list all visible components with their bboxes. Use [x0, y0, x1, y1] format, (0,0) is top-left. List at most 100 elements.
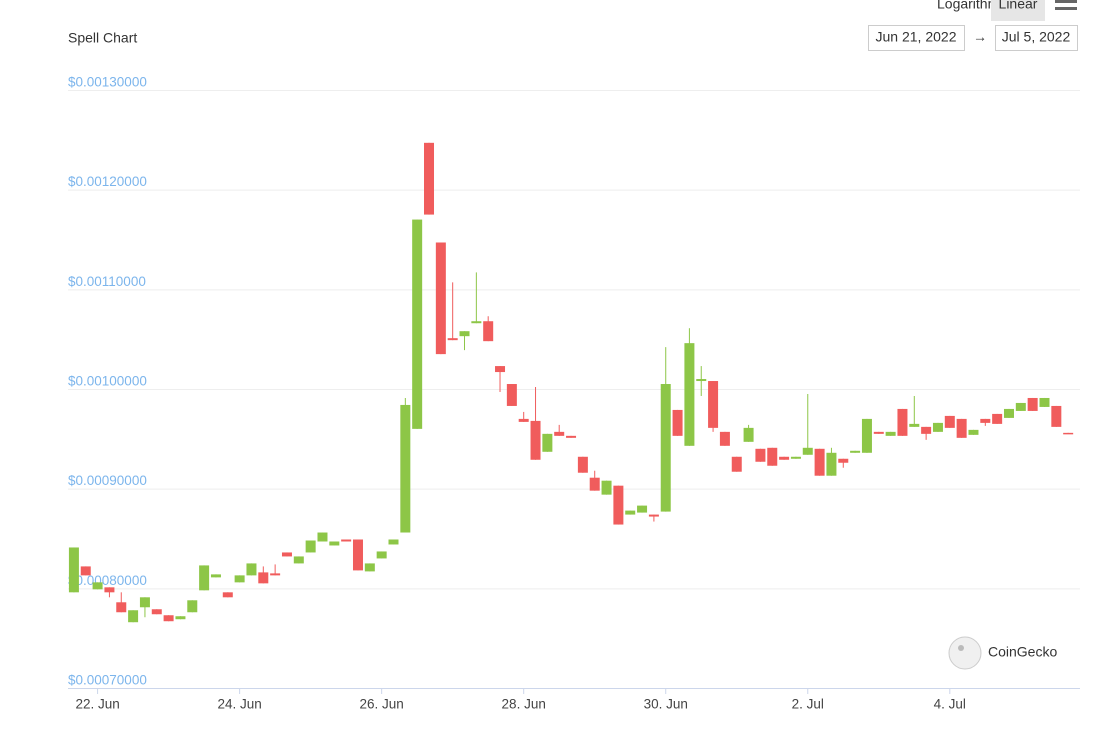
candle [779, 456, 790, 460]
x-tick-label: 24. Jun [217, 697, 261, 712]
candle-body [471, 321, 482, 324]
candle [175, 616, 186, 620]
candle [506, 384, 517, 406]
candle [897, 408, 908, 436]
candle-body [790, 456, 801, 459]
candle [956, 418, 967, 438]
candle [719, 431, 730, 446]
candle [518, 411, 529, 422]
candle-body [672, 409, 683, 436]
candle [1063, 432, 1074, 435]
candle [637, 505, 648, 513]
range-from-box[interactable] [868, 25, 965, 51]
log-button[interactable]: Logarithmic [937, 0, 1009, 12]
candle [1039, 397, 1050, 407]
candle [163, 615, 174, 622]
candle-body [601, 480, 612, 495]
candle [80, 566, 91, 576]
candle-body [648, 514, 659, 517]
candle [802, 393, 813, 455]
candle [577, 456, 588, 473]
candle-body [708, 381, 719, 428]
candle-body [873, 431, 884, 434]
candle [980, 418, 991, 426]
candle [755, 448, 766, 462]
candle-body [968, 429, 979, 435]
candle [128, 610, 139, 623]
candle-body [329, 541, 340, 546]
x-tick-label: 28. Jun [502, 697, 546, 712]
candle [814, 448, 825, 476]
candle-body [435, 242, 446, 355]
candle-body [364, 563, 375, 572]
candle [932, 422, 943, 432]
candle [305, 540, 316, 553]
candle [684, 328, 695, 446]
candle-body [388, 539, 399, 545]
linear-button[interactable]: Linear [999, 0, 1038, 12]
candle-body [1003, 408, 1014, 418]
candle [826, 447, 837, 476]
candle-body [932, 422, 943, 432]
candle-body [246, 563, 257, 576]
candle-body [305, 540, 316, 553]
range-to-box[interactable] [995, 25, 1078, 51]
candle-body [861, 418, 872, 453]
candle [672, 409, 683, 436]
candle [187, 600, 198, 613]
candle-body [116, 602, 127, 613]
range-from[interactable]: Jun 21, 2022 [876, 29, 957, 45]
candle [613, 485, 624, 525]
candle [116, 592, 127, 613]
candle-body [128, 610, 139, 623]
y-tick-label: $0.00100000 [68, 374, 147, 389]
candle-body [944, 415, 955, 428]
menu-icon[interactable] [1055, 0, 1077, 10]
x-tick-label: 2. Jul [792, 697, 824, 712]
candle [909, 395, 920, 427]
candle [352, 539, 363, 571]
candle [944, 415, 955, 428]
candle-body [885, 431, 896, 436]
candle-body [317, 532, 328, 542]
candle-body [554, 431, 565, 436]
candle [589, 470, 600, 491]
candle-body [802, 447, 813, 455]
candle [625, 510, 636, 515]
candle [234, 575, 245, 583]
candle-body [684, 343, 695, 446]
candle [471, 272, 482, 324]
candle-body [352, 539, 363, 571]
range-to[interactable]: Jul 5, 2022 [1002, 29, 1071, 45]
candle-body [139, 597, 150, 608]
candle [1003, 408, 1014, 418]
candle-body [175, 616, 186, 620]
candle [104, 587, 115, 598]
candle-body [589, 477, 600, 491]
candle [696, 366, 707, 396]
y-tick-label: $0.00070000 [68, 673, 147, 688]
candle-body [1063, 432, 1074, 435]
candle-body [424, 142, 435, 215]
candle-body [1051, 405, 1062, 427]
candle [222, 592, 233, 598]
candle [329, 541, 340, 546]
candle [861, 418, 872, 453]
x-tick-label: 26. Jun [360, 697, 404, 712]
candle-body [530, 420, 541, 460]
candle-body [566, 435, 577, 438]
candle-body [660, 384, 671, 512]
candle [317, 532, 328, 542]
candle-body [163, 615, 174, 622]
candle [341, 539, 352, 542]
candle [850, 450, 861, 453]
candle-body [719, 431, 730, 446]
candle-body [909, 423, 920, 427]
candle-body [506, 384, 517, 406]
candle [921, 426, 932, 440]
candle-body [483, 321, 494, 342]
candle-body [151, 609, 162, 615]
y-tick-label: $0.00090000 [68, 473, 147, 488]
watermark-text: CoinGecko [988, 644, 1057, 660]
candle-body [779, 456, 790, 460]
